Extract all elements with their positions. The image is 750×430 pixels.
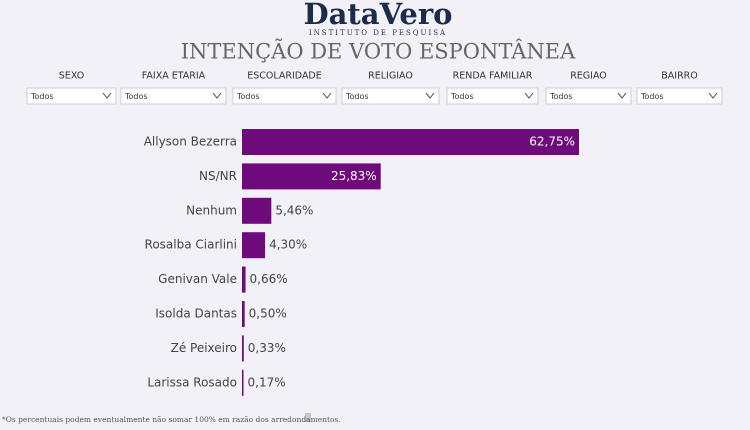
bar (242, 232, 266, 259)
logo: DataVero (303, 0, 452, 31)
value-label: 25,83% (331, 169, 377, 183)
value-label: 0,66% (250, 272, 288, 286)
filter-value: Todos (30, 92, 54, 101)
bar (242, 335, 244, 362)
category-label: NS/NR (199, 169, 237, 183)
filter-dropdown[interactable] (26, 87, 117, 105)
value-label: 0,50% (249, 307, 287, 321)
filter-dropdown[interactable] (446, 87, 539, 105)
filter-label: SEXO (59, 71, 84, 82)
bar (242, 163, 381, 190)
dropdown-chevron (102, 92, 112, 99)
filter-dropdown[interactable] (636, 87, 723, 105)
value-label: 62,75% (529, 135, 575, 149)
chart-title: INTENÇÃO DE VOTO ESPONTÂNEA (181, 40, 576, 64)
filter-dropdown[interactable] (545, 87, 632, 105)
bar (242, 301, 245, 327)
filter-label: BAIRRO (661, 71, 698, 82)
category-label: Allyson Bezerra (144, 135, 237, 149)
dropdown-chevron (524, 92, 534, 99)
filter-label: RELIGIAO (368, 71, 413, 82)
dropdown-chevron (708, 92, 718, 99)
value-label: 5,46% (275, 203, 313, 217)
category-label: Larissa Rosado (147, 375, 237, 389)
dropdown-chevron (617, 92, 627, 99)
bar (242, 369, 244, 396)
logo-subtitle: INSTITUTO DE PESQUISA (309, 29, 447, 37)
filter-value: Todos (124, 92, 148, 101)
filter-value: Todos (640, 92, 664, 101)
category-label: Isolda Dantas (155, 307, 237, 321)
dropdown-chevron (425, 92, 435, 99)
scroll-handle (305, 413, 311, 422)
filter-label: RENDA FAMILIAR (453, 71, 533, 82)
bar (242, 197, 272, 224)
dropdown-chevron (212, 92, 222, 99)
filter-dropdown[interactable] (120, 87, 227, 105)
filter-value: Todos (236, 92, 260, 101)
footnote: *Os percentuais podem eventualmente não … (2, 415, 341, 424)
value-label: 0,33% (248, 341, 286, 355)
filter-dropdown[interactable] (232, 87, 337, 105)
filter-value: Todos (345, 92, 369, 101)
category-label: Zé Peixeiro (171, 341, 237, 355)
filter-label: FAIXA ETARIA (142, 71, 206, 82)
category-label: Nenhum (186, 203, 237, 217)
filter-label: ESCOLARIDADE (247, 71, 322, 82)
filter-label: REGIAO (570, 71, 607, 82)
filter-dropdown[interactable] (341, 87, 440, 105)
filter-value: Todos (549, 92, 573, 101)
dropdown-chevron (322, 92, 332, 99)
category-label: Rosalba Ciarlini (145, 238, 237, 252)
value-label: 0,17% (248, 375, 286, 389)
bar (242, 129, 579, 155)
category-label: Genivan Vale (158, 272, 237, 286)
bar (242, 266, 246, 293)
filter-value: Todos (450, 92, 474, 101)
value-label: 4,30% (269, 238, 307, 252)
